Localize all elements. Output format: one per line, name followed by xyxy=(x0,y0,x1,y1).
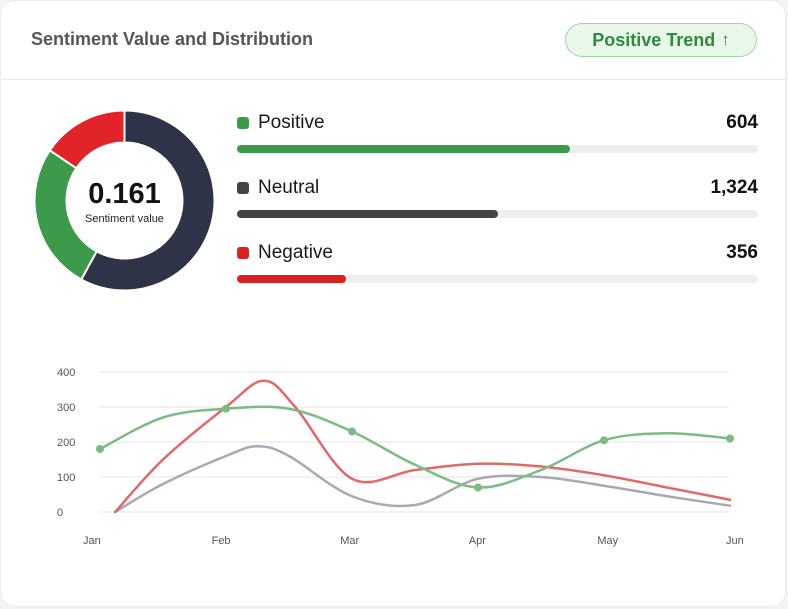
donut-center: 0.161 Sentiment value xyxy=(34,110,215,291)
stat-count: 1,324 xyxy=(710,177,758,198)
positive-data-point[interactable] xyxy=(222,404,230,413)
sentiment-value-label: Sentiment value xyxy=(85,212,164,225)
y-tick-label: 100 xyxy=(57,472,75,484)
negative-series-line xyxy=(113,379,732,514)
x-tick-label: Mar xyxy=(340,535,359,547)
positive-data-point[interactable] xyxy=(726,434,734,443)
donut-chart xyxy=(33,109,216,292)
progress-track xyxy=(237,210,758,218)
sentiment-value: 0.161 xyxy=(88,177,161,210)
stat-count: 356 xyxy=(726,242,758,263)
positive-series-line xyxy=(98,405,732,489)
x-tick-label: Jun xyxy=(726,535,744,547)
y-tick-label: 300 xyxy=(57,402,75,414)
progress-track xyxy=(237,145,758,153)
stat-neutral: Neutral 1,324 xyxy=(237,177,758,227)
neutral-series-line xyxy=(113,444,732,514)
neutral-swatch xyxy=(237,182,249,194)
card-header: Sentiment Value and Distribution Positiv… xyxy=(1,1,785,80)
positive-swatch xyxy=(237,117,249,129)
progress-fill xyxy=(237,275,347,283)
stat-label: Negative xyxy=(258,242,333,263)
x-tick-label: May xyxy=(597,535,618,547)
progress-fill xyxy=(237,145,571,153)
stat-positive: Positive 604 xyxy=(237,112,758,162)
y-tick-label: 0 xyxy=(57,507,63,519)
y-tick-label: 400 xyxy=(57,367,75,379)
positive-data-point[interactable] xyxy=(474,483,482,492)
positive-trend-badge[interactable]: Positive Trend ↑ xyxy=(565,23,757,57)
stat-negative: Negative 356 xyxy=(237,242,758,292)
x-tick-label: Apr xyxy=(469,535,486,547)
card-title: Sentiment Value and Distribution xyxy=(31,29,314,49)
donut-slice-neutral xyxy=(79,109,216,292)
stat-count: 604 xyxy=(726,112,758,133)
arrow-up-icon: ↑ xyxy=(721,30,730,49)
positive-data-point[interactable] xyxy=(348,427,356,436)
progress-fill xyxy=(237,210,498,218)
stat-label: Positive xyxy=(258,112,325,133)
x-tick-label: Jan xyxy=(83,535,101,547)
negative-swatch xyxy=(237,247,249,259)
y-tick-label: 200 xyxy=(57,437,75,449)
sentiment-donut: 0.161 Sentiment value xyxy=(33,109,216,292)
donut-slice-negative xyxy=(48,109,126,170)
badge-label: Positive Trend xyxy=(592,29,716,50)
x-tick-label: Feb xyxy=(212,535,231,547)
positive-data-point[interactable] xyxy=(600,436,608,445)
sentiment-line-chart: 0 100 200 300 400 Jan Feb Mar Apr May Jun xyxy=(57,367,744,547)
stat-label: Neutral xyxy=(258,177,320,198)
progress-track xyxy=(237,275,758,283)
positive-data-point[interactable] xyxy=(96,445,104,453)
